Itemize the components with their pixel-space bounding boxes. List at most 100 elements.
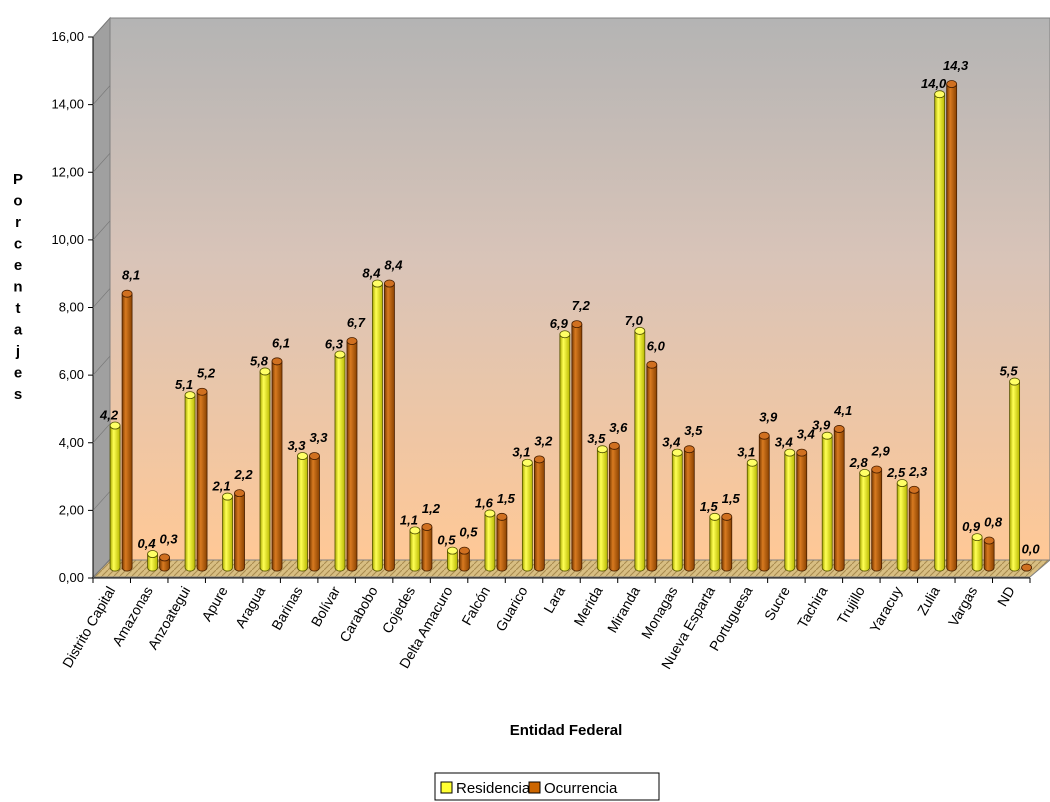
bar-ocurrencia-body <box>683 449 695 572</box>
data-label-ocurrencia: 3,5 <box>684 423 703 438</box>
data-label-residencia: 14,0 <box>921 76 947 91</box>
y-tick-depth-line <box>92 220 111 241</box>
bar-ocurrencia-body <box>946 83 958 572</box>
bar-residencia-cap <box>971 533 983 542</box>
bar-residencia <box>409 526 421 572</box>
x-category-label: Falcón <box>458 584 493 628</box>
bar-ocurrencia <box>833 425 845 572</box>
y-axis-title-letter: e <box>14 257 22 274</box>
x-axis-title: Entidad Federal <box>510 722 623 739</box>
data-label-residencia: 5,8 <box>250 353 269 368</box>
data-label-ocurrencia: 4,1 <box>833 403 852 418</box>
bar-residencia-cap <box>596 445 608 454</box>
bar-residencia-cap <box>372 279 383 288</box>
y-tick-label: 8,00 <box>59 300 84 315</box>
data-label-ocurrencia: 1,5 <box>497 491 516 506</box>
bar-ocurrencia-cap <box>496 512 508 521</box>
y-axis-ticks: 0,00 2,00 4,00 6,00 8,00 10,00 12,00 14,00 16,00 <box>51 17 111 585</box>
bar-residencia <box>859 468 871 572</box>
data-label-ocurrencia: 3,3 <box>309 430 328 445</box>
bar-ocurrencia <box>946 80 958 572</box>
bar-ocurrencia-cap <box>608 441 620 450</box>
legend-label-ocurrencia: Ocurrencia <box>544 780 618 797</box>
x-category-label: Aragua <box>232 583 269 630</box>
bar-residencia-body <box>372 283 383 572</box>
bar-residencia <box>484 509 496 572</box>
bar-residencia <box>259 367 271 572</box>
bar-ocurrencia-body <box>384 283 395 572</box>
data-label-ocurrencia: 2,3 <box>908 464 928 479</box>
bar-ocurrencia-cap <box>159 553 170 562</box>
x-category-label: Sucre <box>761 583 793 623</box>
data-label-residencia: 5,5 <box>1000 364 1019 379</box>
y-axis-title-letter: e <box>14 365 22 382</box>
bar-ocurrencia-cap <box>421 523 433 531</box>
y-axis-title-letter: r <box>15 214 21 231</box>
bar-residencia-body <box>521 462 533 572</box>
y-tick-label: 6,00 <box>59 367 84 382</box>
bar-residencia-cap <box>259 367 271 376</box>
x-category-label: Barinas <box>268 584 306 633</box>
bar-residencia-cap <box>222 492 233 501</box>
bar-residencia-body <box>109 425 121 572</box>
legend-box <box>434 772 660 801</box>
bar-ocurrencia <box>533 455 545 572</box>
y-tick-label: 2,00 <box>59 502 84 517</box>
data-label-residencia: 3,9 <box>812 418 831 433</box>
bar-ocurrencia-cap <box>234 489 245 498</box>
bar-residencia-cap <box>821 431 833 440</box>
data-label-residencia: 1,5 <box>700 499 719 514</box>
bar-residencia <box>746 458 758 572</box>
bar-ocurrencia-body <box>758 435 770 572</box>
data-label-ocurrencia: 2,2 <box>233 467 253 482</box>
x-category-label: Yaracuy <box>866 584 905 636</box>
bar-ocurrencia-cap <box>833 425 845 433</box>
bar-residencia <box>297 452 308 572</box>
bar-ocurrencia-cap <box>646 360 658 369</box>
bar-residencia-body <box>821 435 833 572</box>
legend-label-residencia: Residencia <box>456 780 531 797</box>
legend-swatch-residencia <box>440 781 453 794</box>
bar-residencia <box>147 550 158 572</box>
y-axis-title-letter: o <box>13 193 22 210</box>
bar-ocurrencia <box>871 465 883 572</box>
bar-residencia-body <box>634 330 646 572</box>
data-label-ocurrencia: 1,2 <box>422 501 441 516</box>
x-category-label: Miranda <box>604 583 643 635</box>
bar-ocurrencia-body <box>533 459 545 572</box>
x-category-label: Carabobo <box>336 583 381 644</box>
bar-ocurrencia-body <box>646 364 658 572</box>
bar-residencia-cap <box>409 526 421 535</box>
bar-ocurrencia <box>496 512 508 572</box>
y-axis-title-letter: t <box>16 300 21 317</box>
bar-ocurrencia-cap <box>459 546 470 555</box>
y-tick-label: 16,00 <box>51 29 84 44</box>
bar-residencia <box>109 421 121 572</box>
data-label-residencia: 6,3 <box>325 337 344 352</box>
y-tick-depth-line <box>92 423 111 443</box>
x-category-label: Bolívar <box>308 583 344 629</box>
bar-residencia-body <box>297 455 308 572</box>
bar-ocurrencia-cap <box>271 357 283 366</box>
bar-residencia-cap <box>859 468 871 477</box>
bar-ocurrencia <box>309 452 320 572</box>
bar-residencia-body <box>409 530 421 572</box>
bar-residencia <box>634 326 646 572</box>
bar-ocurrencia-cap <box>983 536 995 545</box>
bar-residencia-cap <box>671 448 683 457</box>
bar-residencia-body <box>746 462 758 572</box>
y-axis-title-letter: j <box>15 343 20 360</box>
bar-residencia <box>559 330 571 572</box>
bar-residencia-cap <box>521 458 533 467</box>
data-label-residencia: 1,1 <box>400 512 418 527</box>
x-category-label: Monagas <box>638 584 681 642</box>
bar-residencia-cap <box>484 509 496 518</box>
data-label-ocurrencia: 1,5 <box>722 491 741 506</box>
data-label-residencia: 1,6 <box>475 495 494 510</box>
bar-residencia-cap <box>709 512 721 521</box>
bar-residencia <box>821 431 833 572</box>
data-label-residencia: 3,3 <box>287 438 306 453</box>
bar-ocurrencia-cap <box>721 512 733 521</box>
bar-ocurrencia <box>121 289 133 572</box>
